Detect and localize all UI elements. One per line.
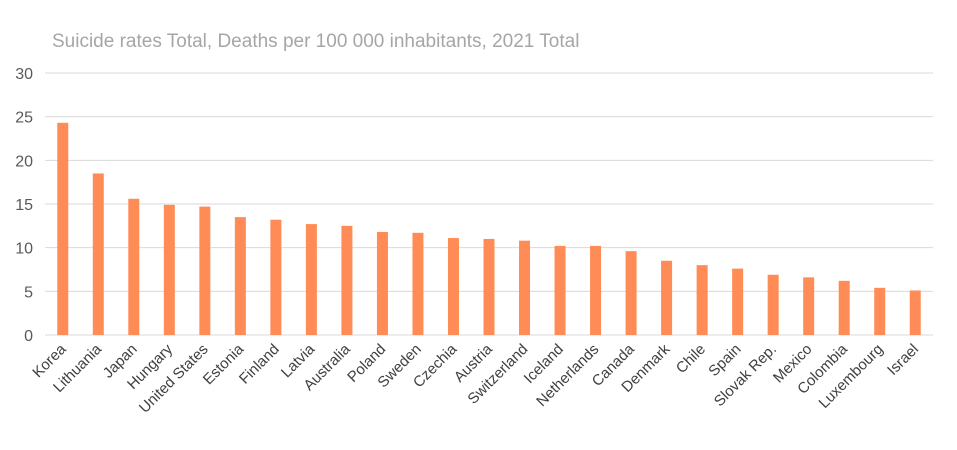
bar-finland [270,219,282,335]
y-tick-label: 10 [15,241,33,258]
y-tick-label: 15 [15,197,33,214]
bar-chile [696,265,708,335]
y-tick-label: 30 [15,66,33,83]
bar-korea [57,122,69,335]
bar-japan [128,198,140,335]
bar-austria [483,238,495,335]
bar-australia [341,225,353,335]
bar-colombia [838,280,850,335]
bar-denmark [661,260,673,335]
bar-switzerland [519,240,531,335]
y-tick-label: 25 [15,110,33,127]
bar-iceland [554,245,566,335]
bar-united-states [199,206,211,335]
bar-estonia [234,217,246,335]
bar-luxembourg [874,287,886,335]
bar-netherlands [590,245,602,335]
bar-canada [625,251,637,335]
x-tick-label: Israel [884,341,922,379]
bar-czechia [447,238,459,335]
x-tick-label: Chile [673,341,709,377]
y-tick-label: 5 [24,284,33,301]
bar-slovak-rep [767,274,779,335]
bar-lithuania [92,173,104,335]
bar-poland [376,231,388,335]
chart-title: Suicide rates Total, Deaths per 100 000 … [52,31,580,52]
x-tick-label: Finland [236,341,283,388]
bar-spain [732,268,744,335]
bars [57,122,921,335]
y-tick-label: 20 [15,153,33,170]
y-tick-label: 0 [24,328,33,345]
bar-hungary [163,204,175,335]
bar-mexico [803,277,815,335]
y-axis-ticks: 0 5 10 15 20 25 30 [15,66,33,345]
bar-israel [909,290,921,335]
bar-sweden [412,232,424,335]
bar-latvia [305,224,317,335]
